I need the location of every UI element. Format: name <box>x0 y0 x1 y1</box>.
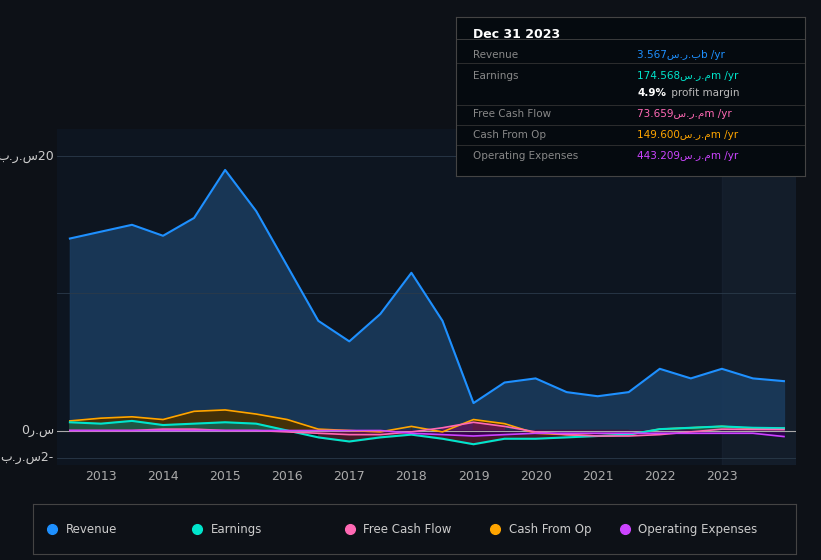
Text: profit margin: profit margin <box>668 88 740 99</box>
Text: Dec 31 2023: Dec 31 2023 <box>473 28 560 41</box>
Text: 149.600س.ر.مm /yr: 149.600س.ر.مm /yr <box>637 130 738 140</box>
Text: Operating Expenses: Operating Expenses <box>638 522 758 536</box>
Text: Earnings: Earnings <box>211 522 262 536</box>
Text: 0ر.س: 0ر.س <box>21 424 54 437</box>
Text: Cash From Op: Cash From Op <box>508 522 591 536</box>
Text: ب.ر.س2-: ب.ر.س2- <box>1 451 54 464</box>
Text: 73.659س.ر.مm /yr: 73.659س.ر.مm /yr <box>637 109 732 119</box>
Text: Operating Expenses: Operating Expenses <box>473 151 578 161</box>
Text: ب.ر.س20: ب.ر.س20 <box>0 150 54 163</box>
Text: 443.209س.ر.مm /yr: 443.209س.ر.مm /yr <box>637 151 738 161</box>
Text: 4.9%: 4.9% <box>637 88 666 99</box>
Text: Earnings: Earnings <box>473 71 519 81</box>
Text: Free Cash Flow: Free Cash Flow <box>364 522 452 536</box>
Text: Revenue: Revenue <box>66 522 117 536</box>
Text: 174.568س.ر.مm /yr: 174.568س.ر.مm /yr <box>637 71 738 81</box>
Bar <box>722 129 796 465</box>
Text: Cash From Op: Cash From Op <box>473 130 546 140</box>
Text: Revenue: Revenue <box>473 50 518 60</box>
Text: 3.567س.ر.بb /yr: 3.567س.ر.بb /yr <box>637 50 725 60</box>
Text: Free Cash Flow: Free Cash Flow <box>473 109 551 119</box>
